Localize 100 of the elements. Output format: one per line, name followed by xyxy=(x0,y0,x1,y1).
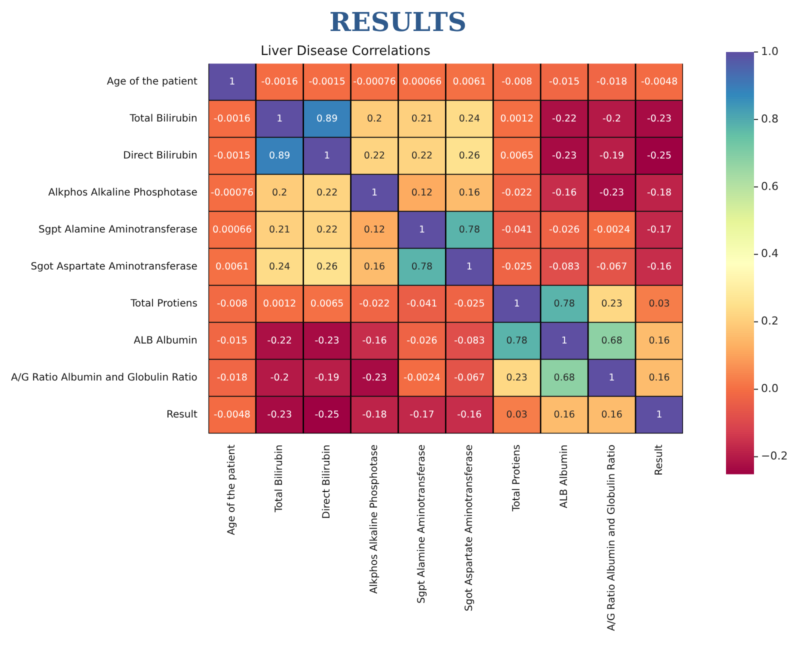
data-label: -0.083 xyxy=(454,336,485,347)
data-label: -0.25 xyxy=(314,410,340,421)
data-label: -0.17 xyxy=(410,410,434,421)
y-tick-label: Total Bilirubin xyxy=(128,114,198,125)
data-label: 0.00066 xyxy=(212,224,252,236)
data-label: 1 xyxy=(418,224,425,236)
data-label: -0.0024 xyxy=(404,372,440,384)
data-label: 0.22 xyxy=(316,224,338,236)
data-label: -0.17 xyxy=(646,224,672,236)
data-label: 0.16 xyxy=(648,336,670,347)
x-tick-label: Total Protiens xyxy=(511,444,522,512)
data-label: -0.018 xyxy=(216,372,248,384)
data-label: 0.78 xyxy=(458,224,480,236)
color-bar-label: −0.2 xyxy=(761,450,788,463)
y-tick-label: Alkphos Alkaline Phosphotase xyxy=(48,188,198,199)
data-label: -0.00076 xyxy=(210,188,254,199)
x-tick-label: Direct Bilirubin xyxy=(322,444,333,519)
data-label: -0.23 xyxy=(646,114,672,125)
data-label: -0.083 xyxy=(549,262,580,273)
data-label: 0.16 xyxy=(648,372,670,384)
data-label: 0.03 xyxy=(506,410,528,421)
color-bar-label: 0.0 xyxy=(761,382,778,396)
data-label: 0.0061 xyxy=(216,262,249,273)
data-label: 1 xyxy=(514,298,520,310)
data-label: -0.041 xyxy=(406,298,438,310)
y-tick-label: Result xyxy=(166,410,198,421)
data-label: -0.19 xyxy=(600,150,624,162)
data-label: 0.68 xyxy=(601,336,622,347)
data-label: 1 xyxy=(561,336,568,347)
color-bar-label: 0.2 xyxy=(761,314,778,328)
chart-title: Liver Disease Correlations xyxy=(260,44,431,60)
data-label: 1 xyxy=(324,150,330,162)
x-tick-label: Total Bilirubin xyxy=(274,444,286,514)
data-label: -0.16 xyxy=(362,336,387,347)
x-tick-label: A/G Ratio Albumin and Globulin Ratio xyxy=(606,444,618,632)
data-label: 1 xyxy=(276,114,283,125)
chart-subtitle: RESULTS xyxy=(328,8,468,38)
data-label: -0.18 xyxy=(362,410,387,421)
data-label: 0.21 xyxy=(269,224,290,236)
data-label: -0.015 xyxy=(549,76,580,88)
data-label: 0.2 xyxy=(272,188,288,199)
data-label: -0.2 xyxy=(602,114,622,125)
data-label: -0.16 xyxy=(646,262,672,273)
data-label: 0.12 xyxy=(411,188,433,199)
y-tick-label: Direct Bilirubin xyxy=(123,150,198,162)
data-label: -0.0015 xyxy=(308,76,346,88)
data-label: 1 xyxy=(229,76,236,88)
data-label: 0.23 xyxy=(601,298,622,310)
y-tick-label: Total Protiens xyxy=(130,298,198,310)
x-tick-label: Sgpt Alamine Aminotransferase xyxy=(416,444,428,604)
data-label: 0.22 xyxy=(364,150,386,162)
data-label: 0.78 xyxy=(411,262,433,273)
data-label: -0.00076 xyxy=(353,76,396,88)
data-label: 0.24 xyxy=(458,114,480,125)
data-label: 1 xyxy=(371,188,378,199)
data-label: -0.2 xyxy=(270,372,289,384)
data-label: 0.0012 xyxy=(500,114,534,125)
data-label: -0.041 xyxy=(502,224,532,236)
data-label: 0.78 xyxy=(554,298,575,310)
data-label: 0.0012 xyxy=(262,298,296,310)
data-label: 1 xyxy=(656,410,662,421)
data-label: -0.022 xyxy=(359,298,390,310)
data-label: -0.23 xyxy=(552,150,577,162)
data-label: 0.26 xyxy=(458,150,480,162)
data-label: -0.16 xyxy=(552,188,577,199)
data-label: 0.0061 xyxy=(452,76,486,88)
data-label: 0.89 xyxy=(316,114,338,125)
data-label: 1 xyxy=(608,372,615,384)
data-label: -0.025 xyxy=(502,262,532,273)
data-label: -0.067 xyxy=(596,262,628,273)
data-label: 0.00066 xyxy=(402,76,442,88)
data-label: -0.23 xyxy=(362,372,387,384)
data-label: -0.026 xyxy=(549,224,580,236)
data-label: 0.78 xyxy=(506,336,528,347)
y-tick-label: Sgpt Alamine Aminotransferase xyxy=(38,224,198,236)
data-label: -0.015 xyxy=(216,336,248,347)
data-label: 0.24 xyxy=(269,262,290,273)
data-label: -0.23 xyxy=(314,336,340,347)
color-bar-label: 0.8 xyxy=(761,112,778,126)
data-label: 0.0065 xyxy=(500,150,534,162)
data-label: -0.008 xyxy=(502,76,532,88)
y-tick-label: A/G Ratio Albumin and Globulin Ratio xyxy=(10,372,198,384)
data-label: -0.0048 xyxy=(640,76,678,88)
data-label: 0.16 xyxy=(364,262,386,273)
data-label: 0.22 xyxy=(411,150,433,162)
data-label: -0.0024 xyxy=(593,224,630,236)
data-label: 0.68 xyxy=(554,372,575,384)
data-label: -0.026 xyxy=(406,336,438,347)
data-label: -0.008 xyxy=(216,298,248,310)
data-label: -0.022 xyxy=(502,188,532,199)
data-label: 0.21 xyxy=(411,114,433,125)
x-tick-label: ALB Albumin xyxy=(558,444,570,508)
color-bar-label: 0.4 xyxy=(761,247,778,260)
data-label: -0.23 xyxy=(600,188,624,199)
data-label: 0.22 xyxy=(316,188,338,199)
color-bar-label: 0.6 xyxy=(761,180,778,193)
x-tick-label: Sgot Aspartate Aminotransferase xyxy=(464,444,476,612)
data-label: 0.2 xyxy=(366,114,382,125)
data-label: -0.067 xyxy=(454,372,485,384)
y-tick-label: Sgot Aspartate Aminotransferase xyxy=(30,262,198,273)
